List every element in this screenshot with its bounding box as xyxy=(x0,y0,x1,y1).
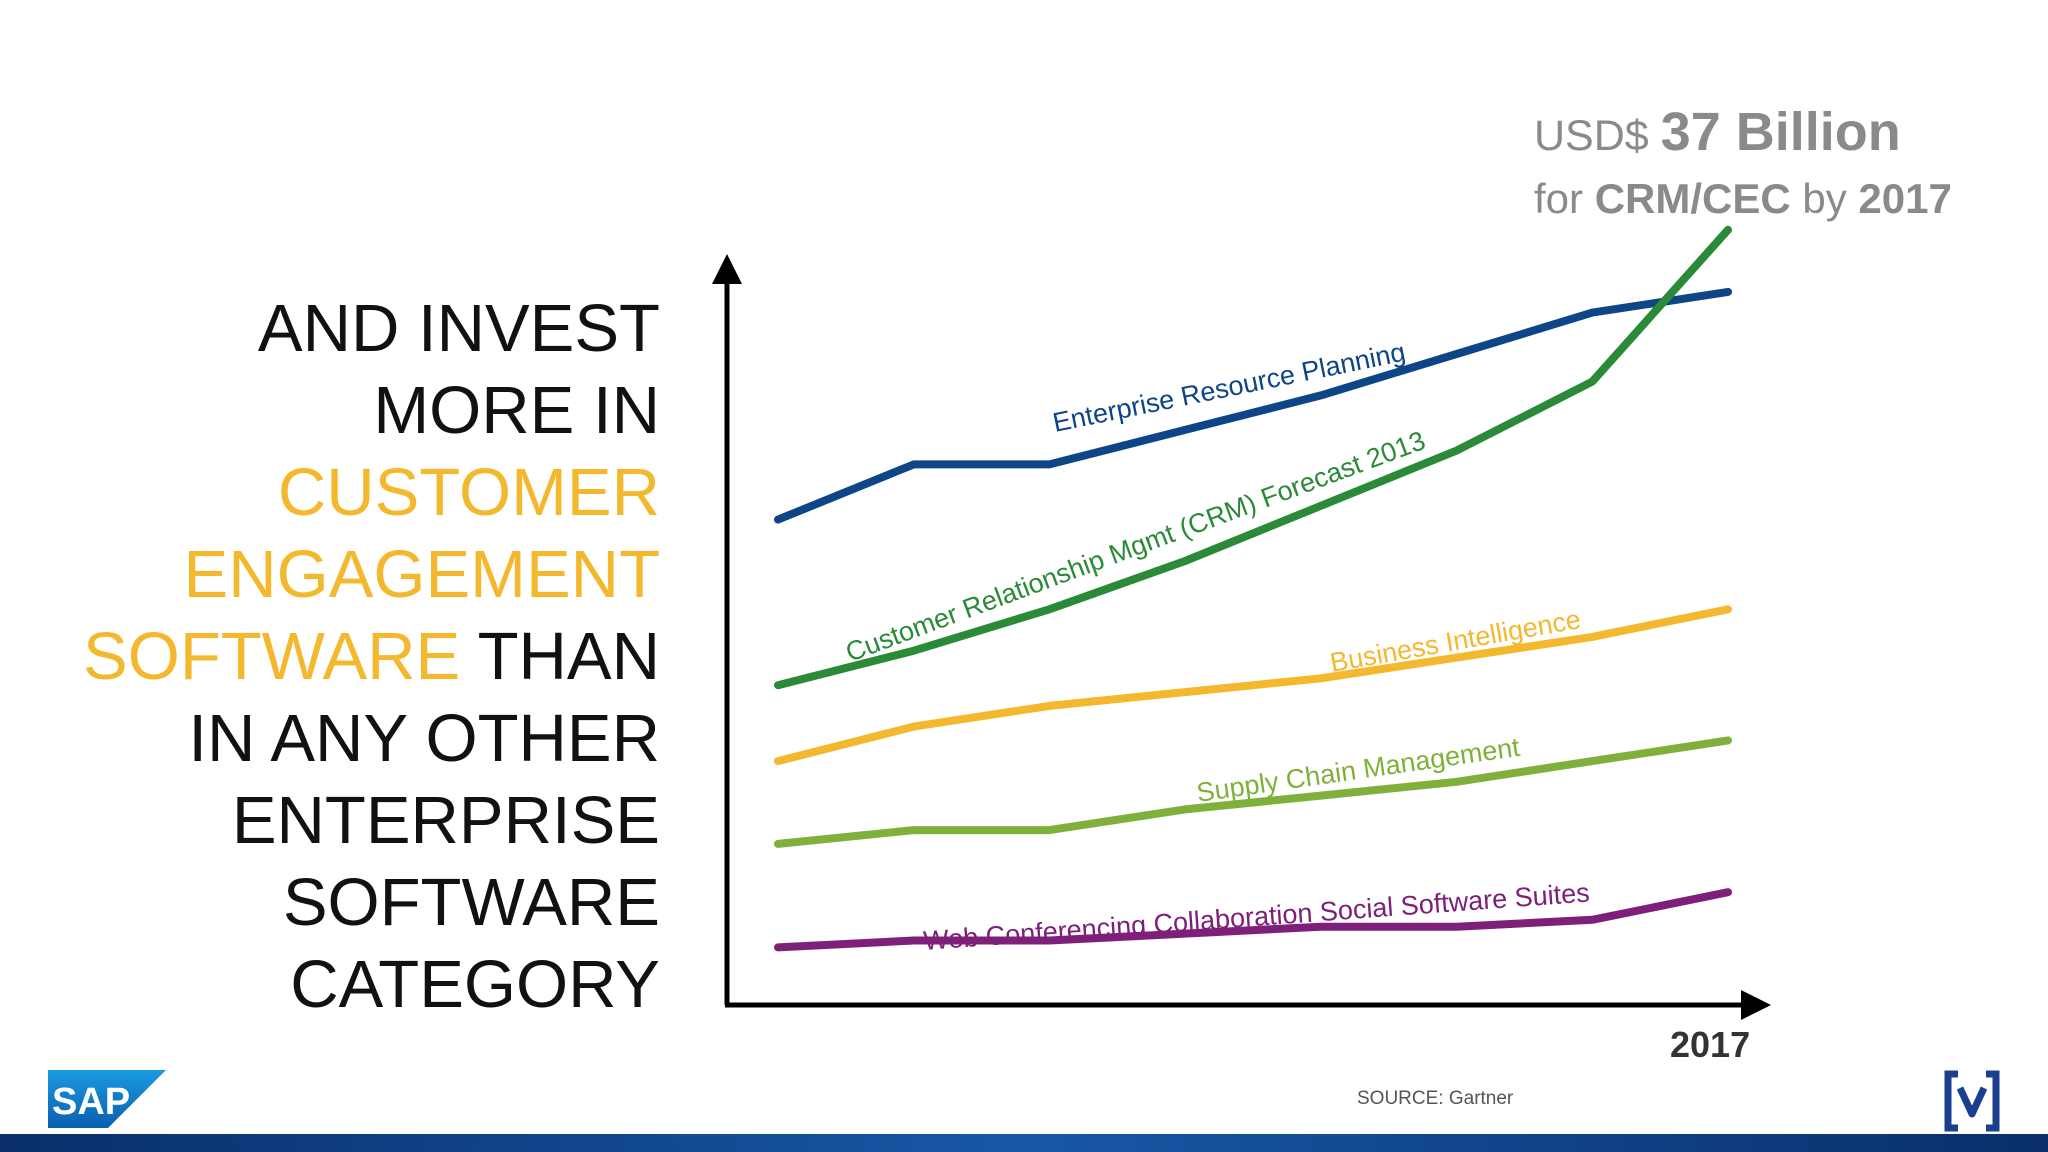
callout-currency: USD$ xyxy=(1534,112,1661,160)
series-line-2 xyxy=(774,225,1732,690)
y-axis-arrow xyxy=(712,254,742,284)
source-note: SOURCE: Gartner xyxy=(1357,1088,1514,1109)
series-label-text-5: Web Conferencing Collaboration Social So… xyxy=(922,878,1590,956)
series-line-3 xyxy=(774,605,1732,766)
v-bracket-logo-icon xyxy=(1944,1070,2000,1132)
headline-line-5: SOFTWARE THAN xyxy=(83,616,660,698)
series-line-1 xyxy=(774,287,1732,524)
callout-category-row: for CRM/CEC by 2017 xyxy=(1534,168,1952,230)
series-line-5 xyxy=(774,888,1732,952)
market-callout: USD$ 37 Billion for CRM/CEC by 2017 xyxy=(1534,100,1952,230)
headline-line-5-accent: SOFTWARE xyxy=(83,619,461,694)
headline-line-6: IN ANY OTHER xyxy=(188,701,660,776)
callout-prefix: for xyxy=(1534,175,1595,222)
x-axis-arrow xyxy=(1741,990,1771,1020)
series-layer xyxy=(774,225,1732,952)
sap-logo-text: SAP xyxy=(52,1081,130,1123)
callout-year: 2017 xyxy=(1858,175,1952,222)
callout-amount-row: USD$ 37 Billion xyxy=(1534,100,1952,168)
headline-line-5-rest: THAN xyxy=(460,619,660,694)
headline-line-1: AND INVEST xyxy=(257,291,660,366)
headline-line-3: CUSTOMER xyxy=(277,455,660,530)
x-axis-end-label: 2017 xyxy=(1670,1024,1751,1065)
headline: AND INVEST MORE IN CUSTOMER ENGAGEMENT S… xyxy=(83,288,660,1026)
series-line-4 xyxy=(774,736,1732,848)
headline-line-9: CATEGORY xyxy=(290,947,660,1022)
chart-axes xyxy=(712,254,1771,1020)
callout-amount: 37 Billion xyxy=(1660,102,1901,162)
headline-line-4: ENGAGEMENT xyxy=(183,537,661,612)
headline-line-8: SOFTWARE xyxy=(282,865,660,940)
series-label-text-4: Supply Chain Management xyxy=(1195,732,1522,808)
callout-category: CRM/CEC xyxy=(1594,175,1791,222)
footer-band xyxy=(0,1134,2048,1152)
series-label-4: Supply Chain Management xyxy=(1195,732,1522,808)
headline-line-2: MORE IN xyxy=(373,373,660,448)
callout-by: by xyxy=(1790,175,1859,222)
headline-line-7: ENTERPRISE xyxy=(231,783,660,858)
sap-logo-icon: SAP xyxy=(48,1070,166,1128)
series-label-5: Web Conferencing Collaboration Social So… xyxy=(922,878,1590,956)
